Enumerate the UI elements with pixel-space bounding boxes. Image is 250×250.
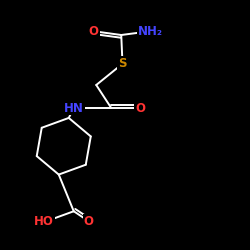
Text: O: O [84, 215, 94, 228]
Text: NH₂: NH₂ [138, 25, 162, 38]
Text: O: O [89, 25, 99, 38]
Text: HN: HN [64, 102, 84, 114]
Text: HO: HO [34, 215, 54, 228]
Text: S: S [118, 57, 127, 70]
Text: O: O [135, 102, 145, 114]
